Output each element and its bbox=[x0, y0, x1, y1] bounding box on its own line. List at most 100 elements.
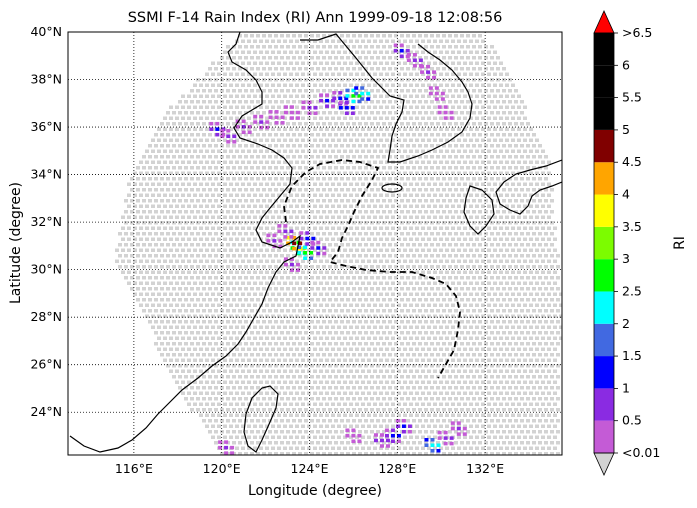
swath-pixel bbox=[466, 441, 470, 445]
swath-pixel bbox=[406, 188, 410, 192]
swath-pixel bbox=[385, 369, 389, 373]
swath-pixel bbox=[490, 419, 494, 423]
swath-pixel bbox=[298, 419, 302, 423]
swath-pixel bbox=[247, 116, 251, 120]
swath-pixel bbox=[445, 204, 449, 208]
swath-pixel bbox=[514, 199, 518, 203]
swath-pixel bbox=[517, 127, 521, 131]
swath-pixel bbox=[271, 248, 275, 252]
swath-pixel bbox=[409, 413, 413, 417]
swath-pixel bbox=[460, 430, 464, 434]
swath-pixel bbox=[439, 182, 443, 186]
swath-pixel bbox=[184, 188, 188, 192]
swath-pixel bbox=[547, 171, 551, 175]
swath-pixel bbox=[493, 358, 497, 362]
swath-pixel bbox=[559, 292, 562, 296]
swath-pixel bbox=[478, 243, 482, 247]
swath-pixel bbox=[448, 309, 452, 313]
swath-pixel bbox=[439, 116, 443, 120]
swath-pixel bbox=[358, 243, 362, 247]
swath-pixel bbox=[358, 452, 362, 455]
swath-pixel bbox=[223, 193, 227, 197]
swath-pixel bbox=[295, 281, 299, 285]
swath-pixel bbox=[424, 375, 428, 379]
swath-pixel bbox=[499, 226, 503, 230]
swath-pixel bbox=[439, 413, 443, 417]
swath-pixel bbox=[265, 171, 269, 175]
swath-pixel bbox=[382, 56, 386, 60]
swath-pixel bbox=[292, 276, 296, 280]
swath-pixel bbox=[370, 45, 374, 49]
swath-pixel bbox=[208, 298, 212, 302]
swath-pixel bbox=[361, 204, 365, 208]
swath-pixel bbox=[547, 160, 551, 164]
swath-pixel bbox=[262, 276, 266, 280]
swath-pixel bbox=[388, 177, 392, 181]
swath-pixel bbox=[283, 204, 287, 208]
swath-pixel bbox=[157, 149, 161, 153]
swath-pixel bbox=[361, 182, 365, 186]
swath-pixel bbox=[520, 320, 524, 324]
swath-pixel bbox=[331, 424, 335, 428]
swath-pixel bbox=[304, 100, 308, 104]
swath-pixel bbox=[205, 402, 209, 406]
swath-pixel bbox=[424, 408, 428, 412]
swath-pixel bbox=[268, 155, 272, 159]
swath-pixel bbox=[469, 270, 473, 274]
swath-pixel bbox=[358, 342, 362, 346]
swath-pixel bbox=[544, 276, 548, 280]
swath-pixel bbox=[397, 215, 401, 219]
swath-pixel bbox=[319, 39, 323, 43]
swath-pixel bbox=[208, 177, 212, 181]
swath-pixel bbox=[244, 89, 248, 93]
swath-pixel bbox=[247, 259, 251, 263]
swath-pixel bbox=[442, 221, 446, 225]
swath-pixel bbox=[247, 127, 251, 131]
swath-pixel bbox=[373, 237, 377, 241]
swath-pixel bbox=[295, 171, 299, 175]
swath-pixel bbox=[448, 408, 452, 412]
swath-pixel bbox=[514, 386, 518, 390]
swath-pixel bbox=[181, 182, 185, 186]
swath-pixel bbox=[481, 127, 485, 131]
swath-pixel bbox=[556, 320, 560, 324]
swath-pixel bbox=[355, 303, 359, 307]
swath-pixel bbox=[337, 413, 341, 417]
swath-pixel bbox=[379, 50, 383, 54]
swath-pixel bbox=[415, 160, 419, 164]
swath-pixel bbox=[256, 67, 260, 71]
swath-pixel bbox=[484, 56, 488, 60]
swath-pixel bbox=[163, 237, 167, 241]
swath-pixel bbox=[250, 375, 254, 379]
swath-pixel bbox=[295, 138, 299, 142]
swath-pixel bbox=[319, 391, 323, 395]
swath-pixel bbox=[286, 144, 290, 148]
swath-pixel bbox=[229, 380, 233, 384]
swath-pixel bbox=[388, 364, 392, 368]
swath-pixel bbox=[394, 353, 398, 357]
swath-pixel bbox=[202, 265, 206, 269]
swath-pixel bbox=[367, 391, 371, 395]
swath-pixel bbox=[346, 243, 350, 247]
swath-pixel bbox=[217, 303, 221, 307]
swath-pixel bbox=[154, 144, 158, 148]
swath-pixel bbox=[214, 353, 218, 357]
swath-pixel bbox=[553, 281, 557, 285]
swath-pixel bbox=[439, 336, 443, 340]
swath-pixel bbox=[349, 270, 353, 274]
swath-pixel bbox=[199, 171, 203, 175]
swath-pixel bbox=[532, 155, 536, 159]
swath-pixel bbox=[517, 94, 521, 98]
swath-pixel bbox=[481, 248, 485, 252]
swath-pixel bbox=[541, 149, 545, 153]
swath-pixel bbox=[475, 105, 479, 109]
swath-pixel bbox=[427, 171, 431, 175]
swath-pixel bbox=[550, 419, 554, 423]
swath-pixel bbox=[325, 204, 329, 208]
swath-pixel bbox=[340, 342, 344, 346]
swath-pixel bbox=[391, 105, 395, 109]
swath-pixel bbox=[430, 342, 434, 346]
swath-pixel bbox=[418, 452, 422, 455]
swath-pixel bbox=[247, 281, 251, 285]
swath-pixel bbox=[514, 364, 518, 368]
